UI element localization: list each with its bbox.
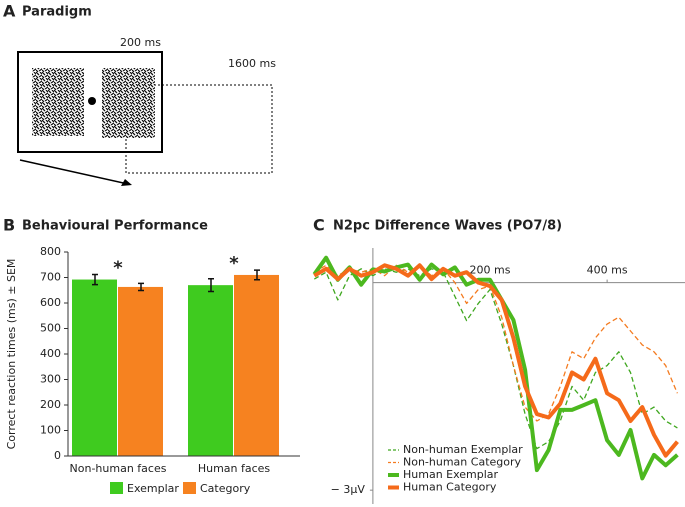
error-bar: [254, 269, 260, 281]
fixation-dot: [88, 97, 96, 105]
bar: [72, 279, 117, 456]
panel-letter: C: [313, 216, 325, 235]
y-tick-label: 500: [40, 322, 61, 335]
y-tick-label: 600: [40, 296, 61, 309]
lion-image: [102, 68, 155, 138]
y-axis-label: Correct reaction times (ms) ± SEM: [5, 259, 18, 450]
chart-title: Behavioural Performance: [22, 219, 208, 234]
bar: [234, 274, 279, 456]
legend-label: Category: [200, 482, 251, 495]
wave-line: [313, 263, 679, 458]
y-tick-label: 0: [54, 449, 61, 462]
panel-c: C N2pc Difference Waves (PO7/8) 200 ms 40…: [312, 216, 685, 504]
onset-label: 200 ms: [120, 36, 161, 49]
screen-frame: [17, 51, 163, 153]
legend-label: Human Exemplar: [403, 468, 499, 481]
panel-a: A Paradigm 200 ms 1600 ms: [3, 2, 276, 186]
error-bar: [208, 278, 214, 293]
x-tick-label: 400 ms: [587, 264, 628, 277]
legend-label: Non-human Category: [403, 456, 522, 469]
significance-star: *: [113, 257, 123, 278]
time-arrow: [19, 159, 129, 185]
gorilla-image: [32, 68, 84, 136]
legend-label: Human Category: [403, 481, 497, 494]
duration-label: 1600 ms: [228, 57, 276, 70]
error-bar: [138, 282, 144, 292]
legend-swatch: [110, 482, 123, 494]
y-tick-label: 100: [40, 424, 61, 437]
legend-label: Non-human Exemplar: [403, 443, 523, 456]
x-tick-label: 200 ms: [470, 264, 511, 277]
error-bar: [92, 273, 98, 286]
y-tick-label: 200: [40, 398, 61, 411]
wave-line: [313, 268, 678, 450]
y-tick-label: 300: [40, 373, 61, 386]
legend-swatch: [183, 482, 196, 494]
chart-title: N2pc Difference Waves (PO7/8): [333, 219, 562, 234]
y-tick-label: − 3μV: [331, 483, 366, 496]
y-tick-label: 400: [40, 347, 61, 360]
panel-b: B Behavioural Performance Correct reacti…: [3, 216, 300, 495]
x-tick-label: Non-human faces: [70, 462, 167, 475]
wave-line: [313, 264, 678, 422]
x-tick-label: Human faces: [198, 462, 271, 475]
bar: [118, 286, 163, 456]
y-tick-label: 700: [40, 271, 61, 284]
panel-letter: B: [3, 216, 15, 235]
panel-title: Paradigm: [22, 5, 92, 20]
legend-label: Exemplar: [127, 482, 179, 495]
bar: [188, 285, 233, 456]
arrow-head: [121, 179, 132, 186]
significance-star: *: [229, 253, 239, 274]
y-tick-label: 800: [40, 245, 61, 258]
panel-letter: A: [3, 2, 16, 21]
